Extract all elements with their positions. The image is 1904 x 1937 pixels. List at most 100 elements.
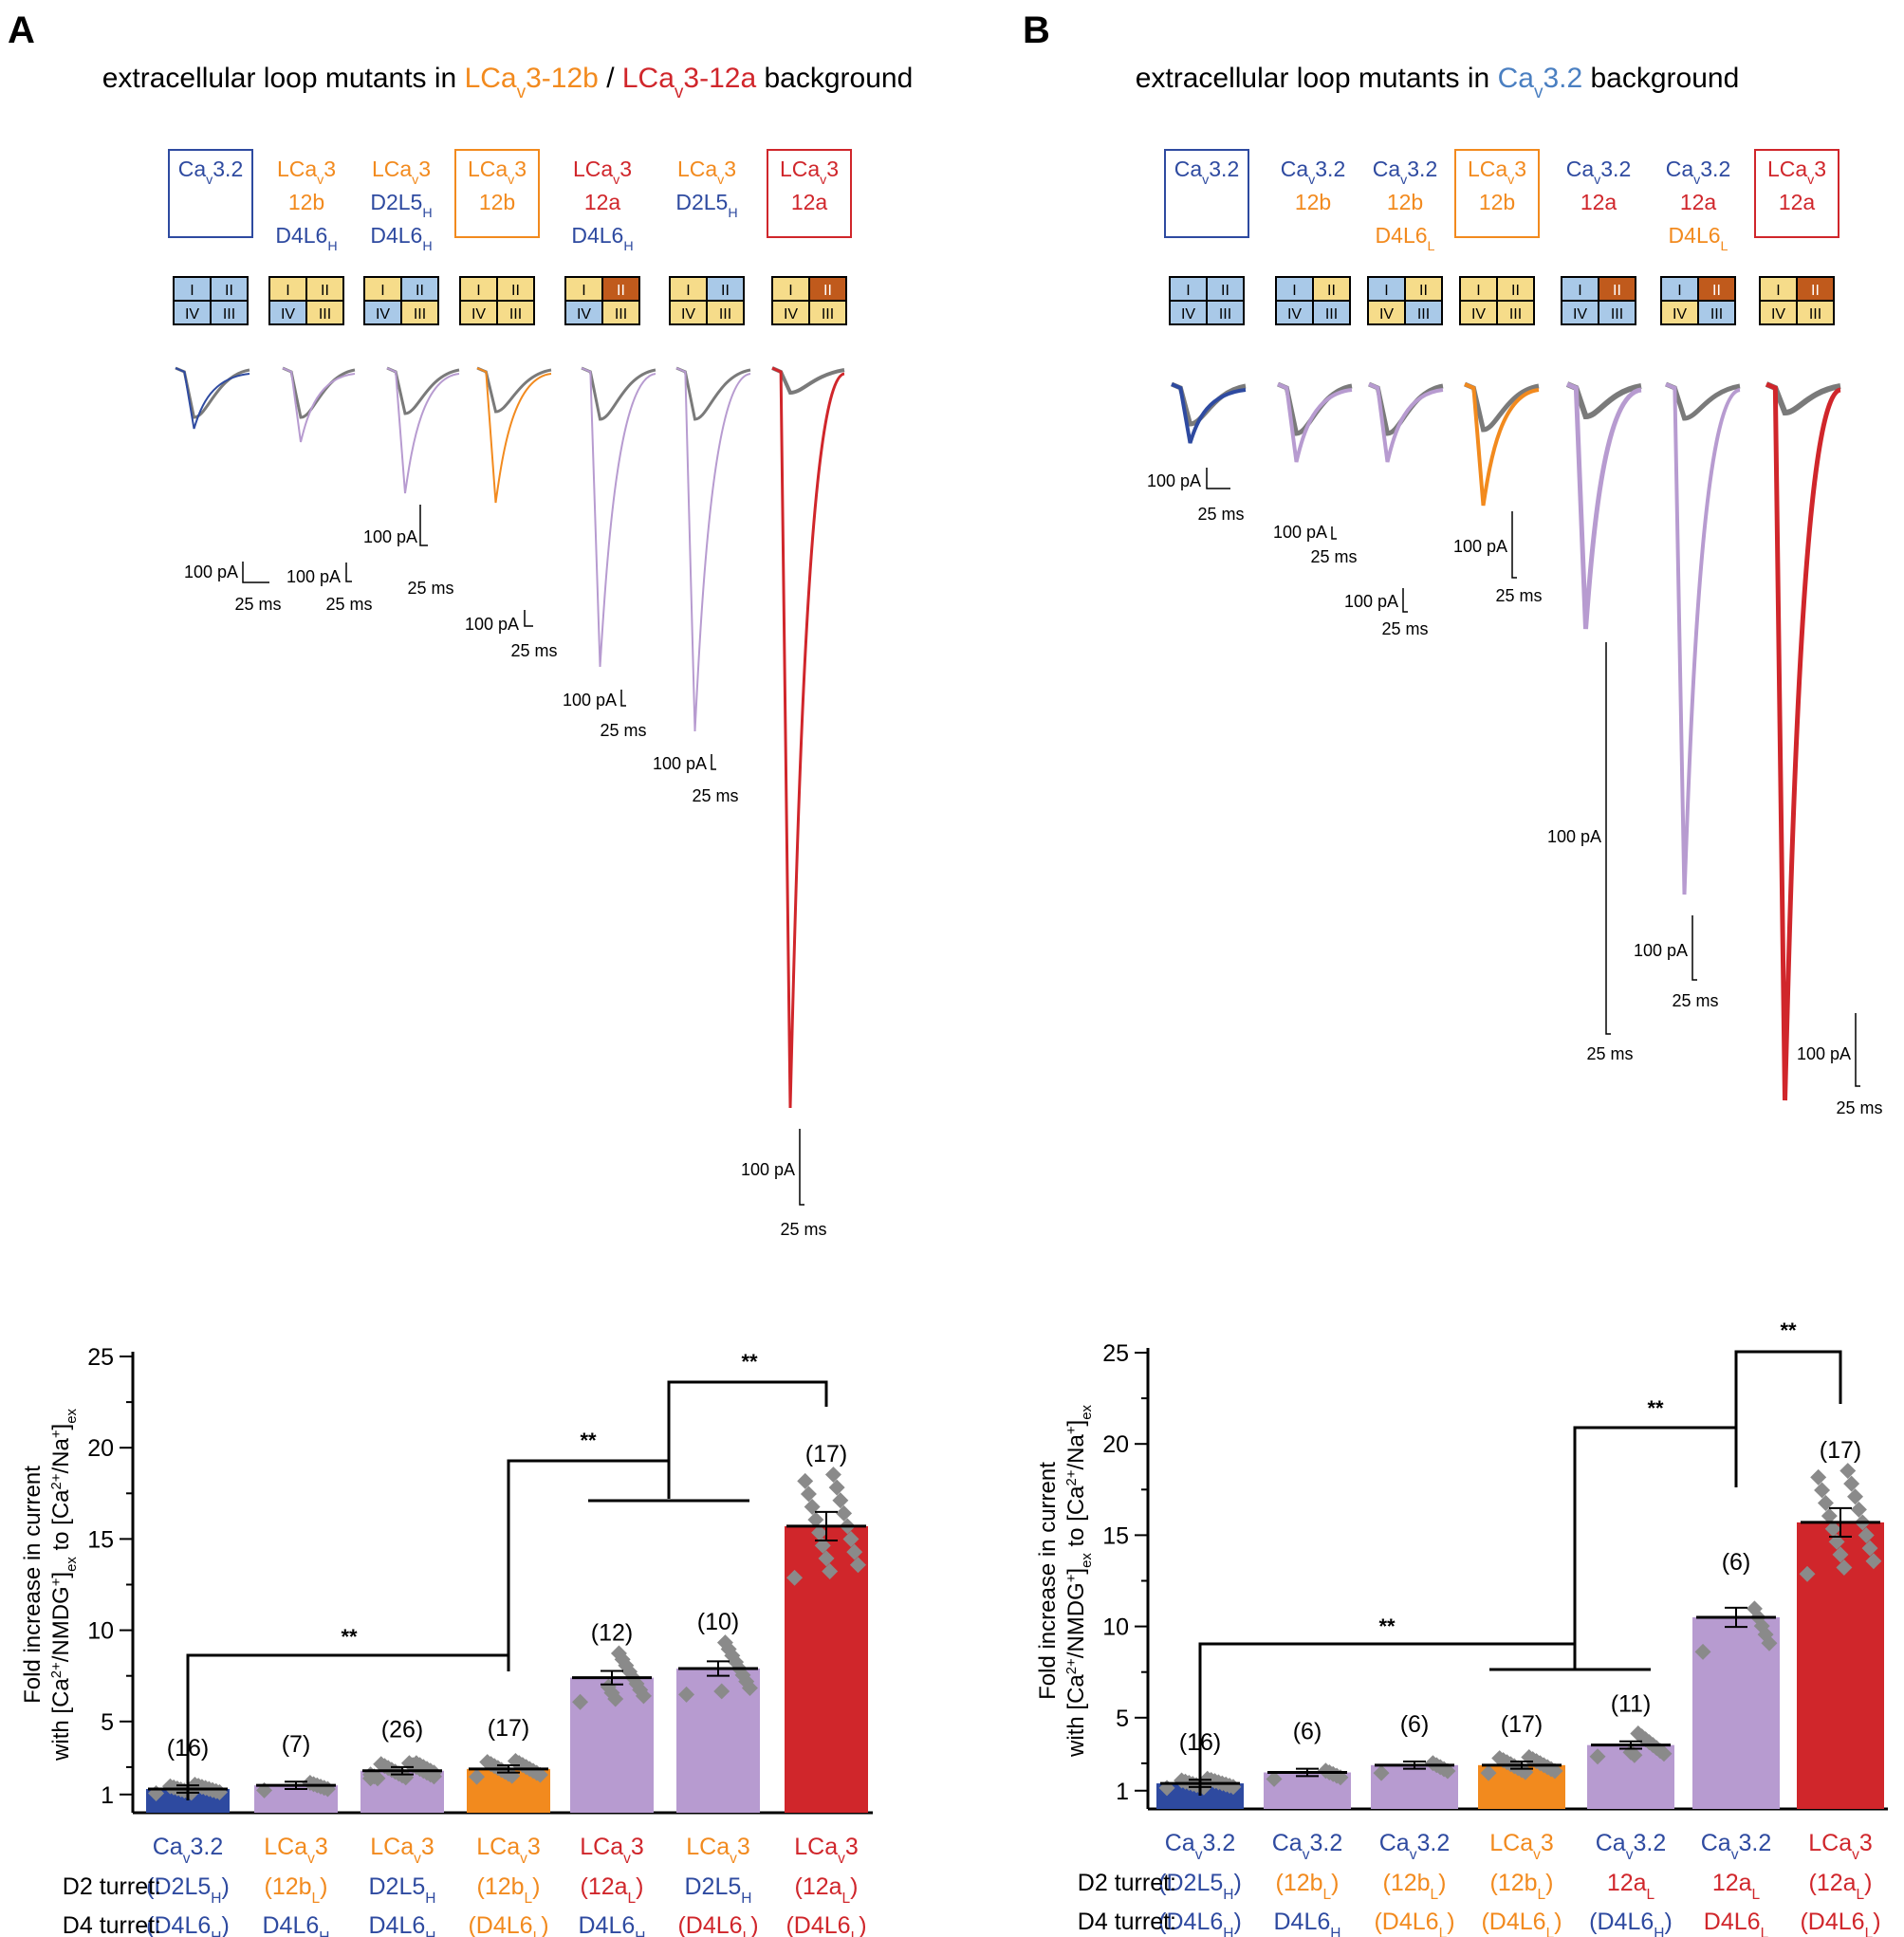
chart-a-cat-d4-4: D4L6H (579, 1912, 646, 1937)
construct-b-label-5-1: 12a (1680, 190, 1717, 214)
chart-b-cat-d2-0: (D2L5H) (1158, 1870, 1242, 1903)
construct-b-domain-label-0-1: II (1221, 283, 1229, 299)
scalebar-a-5-time-label: 25 ms (692, 786, 738, 805)
panel-letter-a: A (8, 9, 35, 51)
chart-a-ytick-label-5: 5 (101, 1709, 114, 1736)
construct-a-domain-6-3 (808, 300, 847, 325)
scalebar-a-1-time-label: 25 ms (325, 595, 372, 614)
chart-a-cat-name-6: LCav3 (794, 1834, 859, 1867)
scalebar-a-3-time-label: 25 ms (510, 641, 557, 660)
chart-a-cat-d4-2: D4L6H (369, 1912, 436, 1937)
bracket-b-1 (1198, 1642, 1577, 1796)
chart-b-n-3: (17) (1501, 1711, 1543, 1738)
scalebar-a-2-time-label: 25 ms (407, 579, 453, 598)
chart-a-n-2: (26) (381, 1717, 423, 1743)
scalebar-a-6-current-label: 100 pA (741, 1160, 795, 1179)
trace-b-1-test-trace (1277, 382, 1353, 463)
trace-a-0-control-trace (175, 366, 250, 419)
chart-a-point-6-5 (836, 1504, 853, 1522)
chart-a-n-5: (10) (697, 1609, 739, 1635)
construct-b-domain-5-2 (1660, 300, 1699, 325)
chart-b-point-6-8 (1839, 1463, 1857, 1480)
construct-b-box-0 (1164, 149, 1249, 238)
chart-b-ytick-label-5: 5 (1116, 1706, 1129, 1732)
chart-a-point-6-13 (807, 1511, 824, 1528)
panel-b-title: extracellular loop mutants in Cav3.2 bac… (1136, 63, 1740, 102)
construct-b-domain-label-2-3: III (1417, 306, 1430, 323)
chart-b-point-6-0 (1799, 1565, 1816, 1582)
chart-b-cat-name-6: LCav3 (1808, 1830, 1873, 1863)
chart-b-point-6-12 (1824, 1521, 1841, 1538)
chart-b-point-6-14 (1817, 1495, 1834, 1512)
construct-a-domain-6-2 (771, 300, 810, 325)
construct-b-domain-2-3 (1404, 300, 1443, 325)
chart-b-point-6-15 (1814, 1482, 1831, 1499)
construct-b-domain-2-2 (1367, 300, 1406, 325)
trace-a-3-control-trace (476, 366, 552, 414)
chart-b-n-5: (6) (1722, 1549, 1751, 1576)
construct-a-box-3 (454, 149, 540, 238)
chart-a-cat-d2-6: (12aL) (795, 1873, 859, 1907)
chart-b-ylabel-1: Fold increase in current (1035, 1462, 1061, 1700)
chart-a-point-5-9 (713, 1683, 730, 1700)
construct-b-domain-label-1-0: I (1292, 283, 1296, 299)
construct-b-domain-6-3 (1796, 300, 1835, 325)
scalebar-a-4-current-label: 100 pA (563, 691, 617, 710)
trace-a-2-test-trace (386, 367, 460, 494)
chart-b-point-6-1 (1865, 1553, 1882, 1570)
construct-b-domain-1-0 (1275, 276, 1314, 302)
trace-a-6-control-trace (771, 366, 845, 396)
construct-a-label-5-1: D2L5H (675, 190, 737, 221)
construct-b-label-5-2: D4L6L (1669, 223, 1728, 254)
construct-a-label-3-1: 12b (479, 190, 515, 214)
trace-b-3-test-trace (1464, 382, 1540, 507)
chart-a-row-label-d4: D4 turret: (63, 1912, 161, 1937)
scalebar-b-3-time-label: 25 ms (1495, 586, 1542, 605)
construct-b-domain-label-6-3: III (1809, 306, 1821, 323)
construct-a-domain-4-1 (601, 276, 640, 302)
scalebar-b-6-time-label: 25 ms (1836, 1098, 1882, 1117)
chart-a-cat-d4-6: (D4L6L) (786, 1912, 866, 1937)
scalebar-b-5-current-label: 100 pA (1634, 941, 1688, 960)
trace-b-0-test-trace (1171, 382, 1247, 444)
chart-b-cat-d2-4: 12aL (1607, 1870, 1655, 1903)
chart-b-ytick-label-25: 25 (1102, 1340, 1129, 1367)
construct-b-domain-label-5-3: III (1710, 306, 1723, 323)
scalebar-b-3-bar (1511, 511, 1517, 579)
chart-a-point-5-0 (678, 1686, 695, 1703)
construct-b-domain-4-1 (1598, 276, 1636, 302)
trace-a-0-test-trace (175, 367, 250, 430)
construct-a-domain-0-3 (210, 300, 249, 325)
construct-a-domain-label-1-1: II (321, 283, 329, 299)
construct-b-domain-3-2 (1459, 300, 1498, 325)
chart-a-row-label-d2: D2 turret: (63, 1873, 161, 1900)
chart-a-ytick-label-10: 10 (87, 1618, 114, 1645)
construct-b-domain-label-1-3: III (1325, 306, 1338, 323)
chart-a-n-6: (17) (805, 1441, 847, 1467)
scalebar-a-5-current-label: 100 pA (653, 754, 707, 773)
construct-a-label-5-0: LCav3 (677, 157, 736, 188)
construct-b-domain-label-2-2: IV (1379, 306, 1394, 323)
scalebar-b-6-current-label: 100 pA (1797, 1044, 1851, 1063)
construct-b-domain-1-2 (1275, 300, 1314, 325)
construct-a-label-2-2: D4L6H (370, 223, 432, 254)
scalebar-b-2-bar (1402, 588, 1408, 613)
construct-b-domain-label-3-2: IV (1471, 306, 1486, 323)
trace-a-2-control-trace (386, 366, 460, 415)
construct-a-domain-label-6-3: III (822, 306, 834, 323)
chart-b-point-6-7 (1843, 1475, 1860, 1492)
chart-b-point-6-2 (1861, 1540, 1878, 1557)
chart-a-ytick-label-25: 25 (87, 1344, 114, 1371)
chart-b-point-4-0 (1589, 1748, 1606, 1765)
chart-a-cat-d4-1: D4L6H (263, 1912, 330, 1937)
chart-a-cat-name-0: Cav3.2 (153, 1834, 223, 1867)
chart-a-cat-name-2: LCav3 (370, 1834, 434, 1867)
scalebar-b-2-time-label: 25 ms (1381, 619, 1428, 638)
scalebar-b-4-current-label: 100 pA (1547, 827, 1601, 846)
chart-a-cat-d2-5: D2L5H (685, 1873, 752, 1907)
scalebar-a-6-bar (799, 1129, 804, 1206)
chart-b-cat-d4-1: D4L6H (1274, 1909, 1341, 1937)
construct-a-domain-label-5-2: IV (681, 306, 695, 323)
chart-b-ytick-label-10: 10 (1102, 1614, 1129, 1641)
